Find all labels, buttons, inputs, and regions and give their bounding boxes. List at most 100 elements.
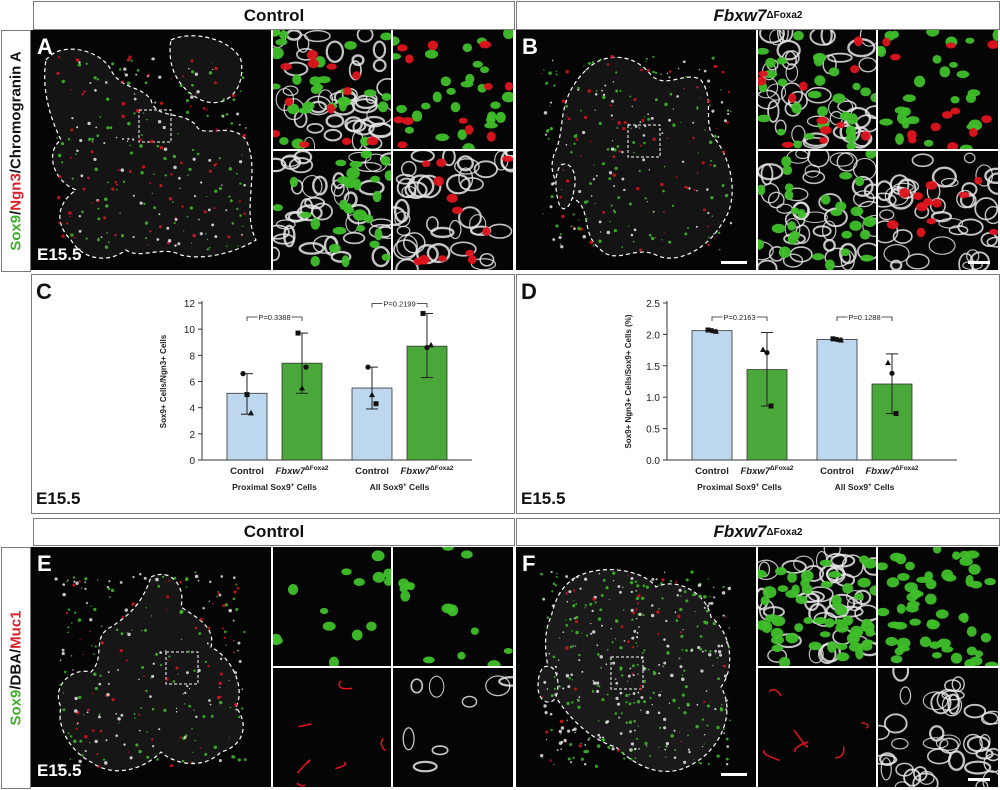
tissue-speckle (596, 681, 600, 685)
tissue-speckle (620, 150, 623, 153)
cell-mark (890, 30, 899, 39)
tissue-speckle (633, 729, 636, 732)
tissue-speckle (612, 119, 614, 121)
cell-mark (807, 151, 830, 168)
tissue-speckle (204, 752, 208, 756)
tissue-speckle (649, 755, 652, 757)
side-label-bottom: Sox9/DBA/Muc1 (1, 547, 31, 789)
tissue-speckle (561, 99, 566, 104)
tissue-speckle (696, 86, 699, 89)
cell-mark (901, 107, 911, 117)
tissue-speckle (602, 736, 605, 739)
tissue-speckle (93, 607, 97, 612)
tissue-speckle (115, 628, 119, 632)
tissue-speckle (609, 220, 611, 223)
tissue-speckle (213, 163, 217, 167)
cell-mark (879, 118, 893, 126)
tissue-speckle (561, 214, 565, 219)
tissue-speckle (703, 208, 706, 212)
tissue-speckle (565, 624, 569, 627)
tissue-speckle (107, 587, 111, 591)
cell-mark (964, 659, 976, 666)
tissue-speckle (645, 710, 650, 715)
tissue-speckle (163, 156, 167, 161)
cell-mark (328, 243, 341, 253)
tissue-speckle (660, 582, 663, 585)
tissue-speckle (672, 108, 675, 110)
tissue-speckle (598, 239, 602, 243)
tissue-speckle (680, 595, 682, 597)
tissue-speckle (590, 632, 593, 635)
tissue-speckle (202, 606, 205, 610)
panel-e-zoom-sox9 (393, 547, 513, 666)
cell-mark (823, 547, 841, 558)
tissue-speckle (658, 663, 661, 666)
tissue-speckle (545, 133, 548, 136)
cell-mark (886, 220, 899, 230)
tissue-speckle (239, 182, 242, 185)
tissue-speckle (70, 622, 73, 624)
tissue-speckle (194, 739, 196, 742)
tissue-speckle (695, 225, 698, 228)
tissue-speckle (630, 127, 632, 129)
cell-mark (958, 191, 970, 199)
tissue-speckle (180, 161, 183, 165)
cell-mark (852, 82, 861, 91)
tissue-speckle (679, 665, 683, 669)
cell-mark (426, 243, 451, 264)
tissue-speckle (666, 644, 670, 648)
tissue-speckle (198, 218, 200, 221)
tissue-speckle (77, 63, 82, 67)
tissue-speckle (145, 607, 147, 609)
panel-b-zoom-merge (758, 30, 876, 149)
cell-mark (372, 40, 387, 60)
tissue-speckle (578, 653, 581, 657)
tissue-speckle (107, 241, 110, 243)
tissue-speckle (721, 184, 725, 187)
cell-mark (360, 151, 373, 159)
tissue-speckle (659, 152, 661, 155)
cell-mark (765, 614, 779, 623)
tissue-speckle (134, 717, 136, 719)
tissue-speckle (233, 590, 237, 594)
tissue-speckle (688, 187, 691, 190)
tissue-speckle (590, 195, 593, 197)
tissue-speckle (666, 137, 669, 139)
tissue-speckle (134, 766, 136, 768)
cell-mark (826, 565, 846, 584)
tissue-speckle (158, 728, 161, 731)
cell-mark (926, 619, 940, 630)
tissue-speckle (233, 576, 236, 579)
tissue-speckle (183, 230, 185, 232)
tissue-speckle (222, 98, 225, 101)
tissue-speckle (207, 664, 210, 668)
cell-mark (891, 737, 909, 750)
cell-mark (965, 93, 977, 104)
tissue-speckle (167, 579, 170, 582)
tissue-speckle (721, 70, 725, 74)
cell-mark (473, 160, 499, 179)
tissue-speckle (640, 695, 644, 699)
tissue-speckle (646, 745, 648, 747)
tissue-speckle (144, 690, 146, 692)
data-point (365, 364, 371, 370)
tissue-speckle (696, 172, 699, 174)
tissue-speckle (676, 594, 679, 597)
tissue-speckle (189, 105, 192, 108)
tissue-speckle (184, 691, 187, 695)
tissue-speckle (663, 638, 666, 641)
tissue-speckle (614, 712, 618, 715)
tissue-speckle (220, 575, 224, 578)
tissue-speckle (578, 659, 581, 662)
tissue-speckle (554, 665, 557, 669)
tissue-speckle (191, 70, 195, 74)
tissue-speckle (584, 604, 587, 607)
tissue-speckle (225, 113, 229, 116)
tissue-speckle (121, 615, 125, 619)
cell-mark (878, 192, 897, 208)
tissue-speckle (589, 240, 593, 245)
tissue-speckle (208, 158, 212, 162)
tissue-speckle (221, 627, 224, 630)
tissue-speckle (664, 231, 666, 233)
cell-mark (758, 569, 767, 579)
